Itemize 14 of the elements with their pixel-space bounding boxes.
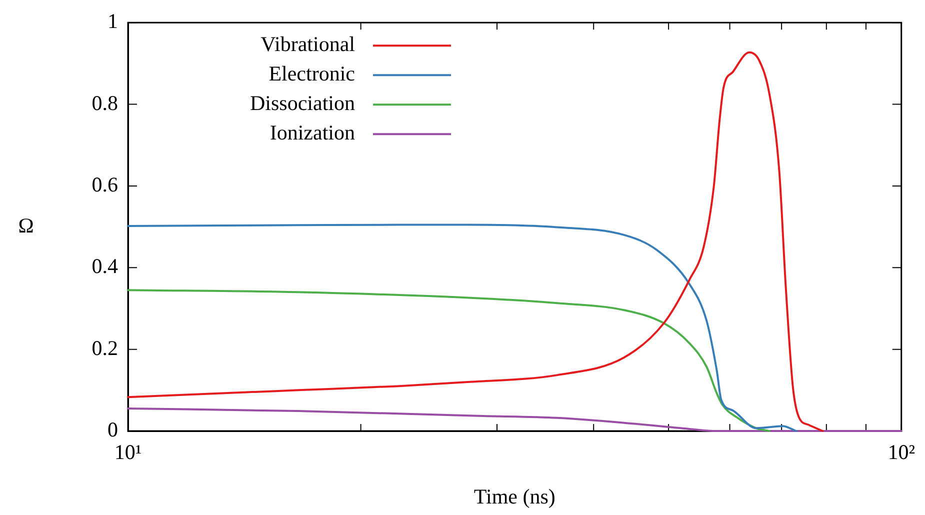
legend-label: Ionization <box>270 120 356 145</box>
x-tick-label: 10² <box>888 440 915 464</box>
y-tick-label: 0.6 <box>92 172 118 196</box>
x-tick-label: 10¹ <box>114 440 142 464</box>
y-tick-label: 0.4 <box>92 254 118 278</box>
y-axis-title: Ω <box>18 213 34 238</box>
x-axis-title: Time (ns) <box>474 484 556 509</box>
legend-label: Dissociation <box>250 91 356 116</box>
legend-label: Vibrational <box>260 32 356 56</box>
y-tick-label: 0.8 <box>92 90 118 115</box>
y-tick-label: 0 <box>108 418 118 442</box>
y-tick-label: 0.2 <box>92 336 118 360</box>
legend-label: Electronic <box>268 62 355 86</box>
y-tick-label: 1 <box>108 9 118 34</box>
